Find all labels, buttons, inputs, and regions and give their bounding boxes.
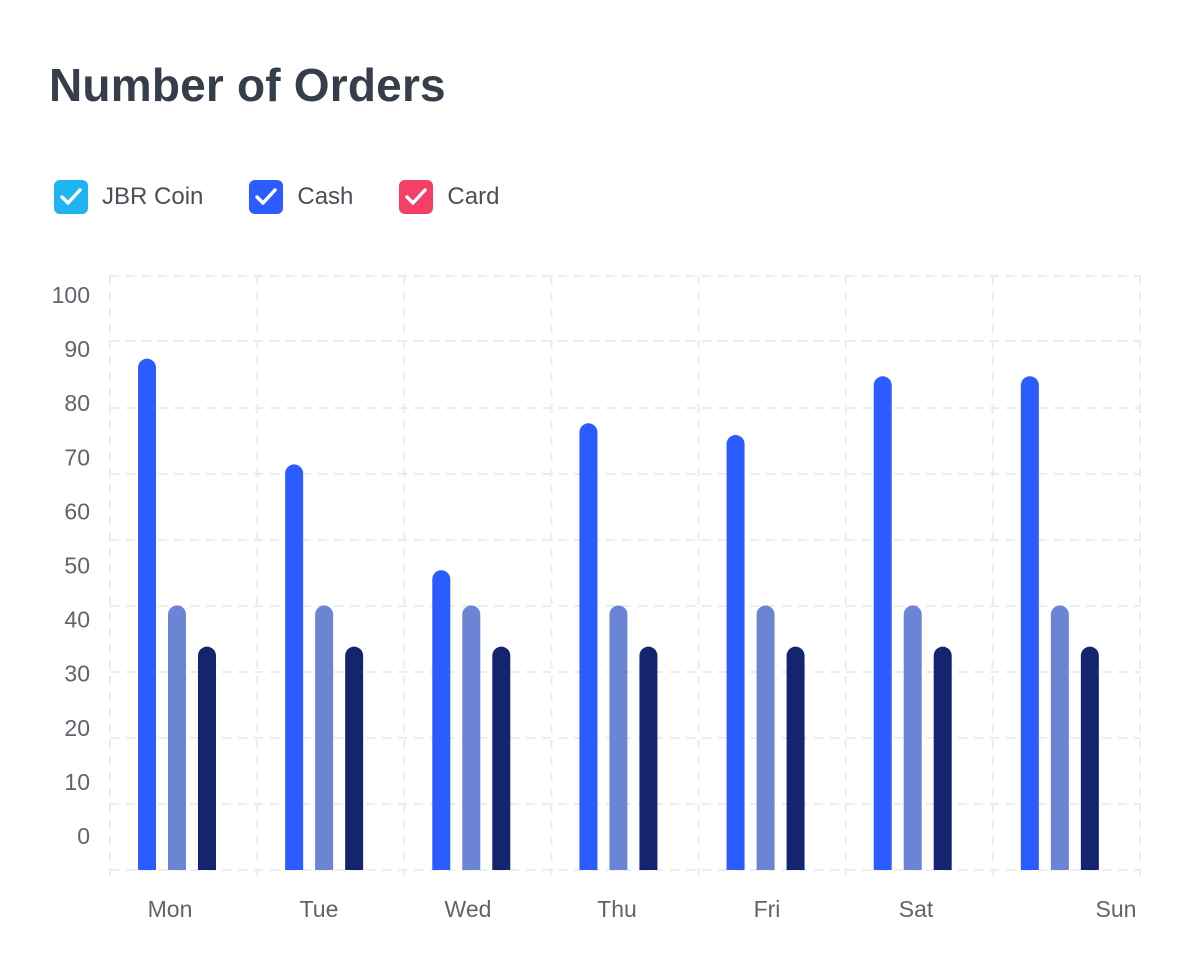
x-tick-label-sun: Sun [1096,896,1137,922]
x-tick-label-tue: Tue [300,896,339,922]
y-tick-label: 70 [64,444,90,470]
x-tick-label-fri: Fri [754,896,781,922]
checkbox-cash[interactable] [249,180,284,214]
y-tick-label: 100 [52,282,90,308]
bar-sun-series-1 [1020,376,1039,870]
bar-mon-series-2 [168,605,186,870]
bar-sun-series-3 [1080,646,1099,870]
bar-tue-series-1 [285,464,304,870]
y-tick-label: 80 [64,390,90,416]
y-tick-label: 40 [64,607,90,633]
bar-thu-series-2 [609,605,628,870]
legend-label-card: Card [447,183,500,210]
bar-sun-series-2 [1050,605,1069,870]
legend-label-jbr-coin: JBR Coin [102,183,204,210]
checkbox-card[interactable] [399,180,434,214]
x-tick-label-thu: Thu [597,896,637,922]
y-tick-label: 60 [64,498,90,524]
bar-wed-series-2 [462,605,481,870]
bar-tue-series-2 [315,605,334,870]
y-tick-label: 90 [64,336,90,362]
y-tick-label: 0 [77,823,90,849]
bar-mon-series-3 [198,646,216,870]
y-tick-label: 50 [64,553,90,579]
check-icon [255,188,278,205]
legend-item-cash[interactable]: Cash [249,180,353,214]
bar-sat-series-1 [873,376,892,870]
y-tick-label: 20 [64,715,90,741]
check-icon [60,188,82,205]
bar-thu-series-3 [639,646,658,870]
legend-label-cash: Cash [297,183,354,210]
bar-thu-series-1 [579,423,598,870]
checkbox-jbr-coin[interactable] [54,180,88,214]
x-tick-label-sat: Sat [899,896,934,922]
x-tick-label-mon: Mon [148,896,193,922]
bar-tue-series-3 [345,646,364,870]
legend-item-card[interactable]: Card [399,180,499,214]
x-tick-label-wed: Wed [445,896,492,922]
y-tick-label: 30 [64,661,90,687]
bar-wed-series-1 [432,570,451,870]
bar-sat-series-3 [933,646,952,870]
chart-title: Number of Orders [49,59,446,111]
bar-sat-series-2 [903,605,922,870]
legend-item-jbr-coin[interactable]: JBR Coin [54,180,203,214]
check-icon [405,188,428,205]
y-tick-label: 10 [64,769,90,795]
legend: JBR Coin Cash Card [54,180,545,214]
bar-wed-series-3 [492,646,511,870]
bar-mon-series-1 [138,358,156,870]
bar-fri-series-1 [726,435,745,870]
bar-fri-series-3 [786,646,805,870]
bar-fri-series-2 [756,605,775,870]
